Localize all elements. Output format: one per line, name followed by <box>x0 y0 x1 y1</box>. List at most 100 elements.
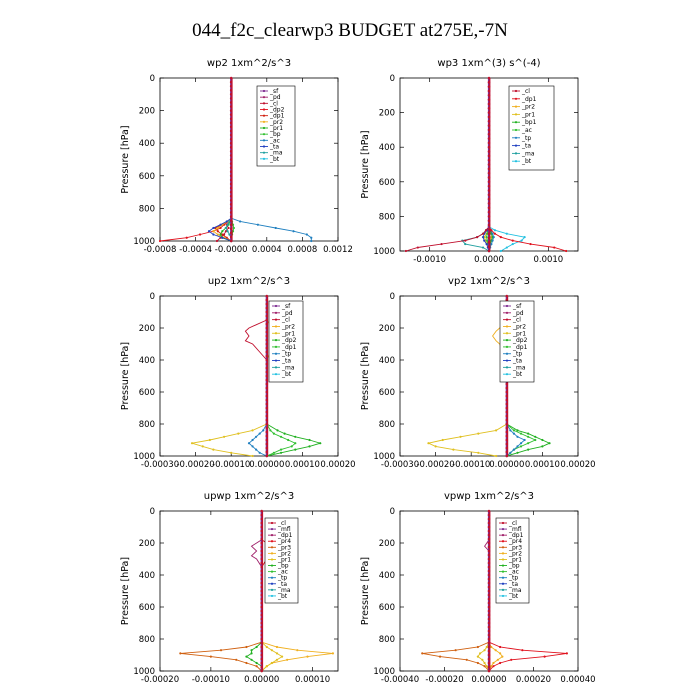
zero-profile-point <box>487 249 491 253</box>
subplot-title: wp3 1xm^(3) s^(-4) <box>437 58 540 69</box>
legend-marker <box>514 121 518 124</box>
legend-label: _tp <box>521 135 531 142</box>
zero-profile-point <box>487 202 491 205</box>
legend-marker <box>514 89 518 93</box>
zero-profile-point <box>260 553 264 557</box>
zero-profile-point <box>487 176 491 179</box>
zero-profile-point <box>487 210 491 214</box>
series-point <box>527 435 530 438</box>
zero-profile-point <box>487 577 491 581</box>
x-tick-label: -0.00030 <box>141 460 179 470</box>
zero-profile-point <box>505 434 509 438</box>
x-tick-label: 0.00000 <box>249 460 284 470</box>
zero-profile-point <box>260 637 264 641</box>
zero-profile-point <box>229 137 233 141</box>
zero-profile-point <box>487 141 491 145</box>
zero-profile-point <box>260 569 264 573</box>
legend-marker <box>274 311 278 314</box>
zero-profile-point <box>487 625 491 629</box>
zero-profile-point <box>487 589 491 593</box>
page-title: 044_f2c_clearwp3 BUDGET at275E,-7N <box>192 20 508 41</box>
y-axis-label: Pressure [hPa] <box>120 125 131 193</box>
y-tick-label: 0 <box>150 292 155 302</box>
series-point <box>256 223 259 226</box>
legend-marker <box>262 96 266 99</box>
zero-profile-point <box>260 549 264 553</box>
series-point <box>276 429 279 432</box>
series-line <box>212 78 232 242</box>
series-point <box>201 445 204 448</box>
zero-profile-point <box>260 633 264 637</box>
zero-profile-point <box>260 521 264 525</box>
zero-profile-point <box>229 227 233 231</box>
series-point <box>485 645 488 649</box>
series-point <box>251 429 254 432</box>
zero-profile-point <box>229 239 233 243</box>
zero-profile-point <box>229 207 233 210</box>
series-point <box>265 665 268 668</box>
series-line <box>208 78 232 242</box>
zero-profile-point <box>229 101 233 104</box>
zero-profile-point <box>229 219 233 222</box>
zero-profile-point <box>265 454 269 458</box>
x-tick-label: -0.00040 <box>381 675 419 685</box>
zero-profile-point <box>487 585 491 589</box>
series-point <box>296 649 299 652</box>
x-tick-label: -0.00010 <box>192 675 230 685</box>
series-point <box>484 229 488 232</box>
legend-label: _mfl <box>277 526 291 533</box>
series-point <box>308 438 311 442</box>
legend-marker <box>274 325 278 328</box>
zero-profile-point <box>487 549 491 553</box>
series-point <box>255 645 258 649</box>
legend-marker <box>514 128 518 132</box>
zero-profile-point <box>265 418 269 422</box>
x-tick-label: 0.00000 <box>489 460 524 470</box>
legend-label: _cl <box>521 88 530 95</box>
legend-marker <box>270 540 274 543</box>
zero-profile-point <box>487 661 491 665</box>
zero-profile-point <box>505 386 509 390</box>
series-point <box>212 230 215 233</box>
legend-label: _ma <box>512 364 526 371</box>
series-point <box>519 445 523 448</box>
zero-profile-point <box>260 509 264 513</box>
zero-profile-point <box>229 194 233 198</box>
series-point <box>198 233 202 236</box>
zero-profile-point <box>487 609 491 613</box>
series-line <box>159 78 232 242</box>
zero-profile-point <box>265 366 269 370</box>
zero-profile-point <box>265 402 269 406</box>
series-point <box>548 442 551 445</box>
legend-marker <box>514 113 518 116</box>
series-point <box>279 451 283 454</box>
legend-marker <box>501 527 505 531</box>
zero-profile-point <box>260 621 264 625</box>
zero-profile-point <box>487 509 491 513</box>
zero-profile-point <box>229 109 233 112</box>
series-point <box>491 239 494 242</box>
x-tick-label: 0.0000 <box>474 255 504 265</box>
series-point <box>306 655 309 658</box>
series-point <box>239 220 242 223</box>
zero-profile-point <box>260 629 264 633</box>
zero-profile-point <box>487 545 491 549</box>
zero-profile-point <box>265 346 269 350</box>
legend-label: _pr3 <box>508 544 522 551</box>
x-tick-label: 0.0008 <box>288 245 318 255</box>
legend-marker <box>274 318 278 321</box>
legend-marker <box>270 552 274 555</box>
zero-profile-point <box>505 446 509 450</box>
zero-profile-point <box>487 189 491 192</box>
zero-profile-point <box>260 545 264 549</box>
y-tick-label: 600 <box>379 603 395 613</box>
legend-label: _bt <box>521 158 532 165</box>
zero-profile-point <box>260 573 264 577</box>
y-tick-label: 0 <box>150 74 155 84</box>
zero-profile-point <box>229 76 233 80</box>
zero-profile-point <box>229 80 233 84</box>
zero-profile-point <box>487 94 491 97</box>
series-line <box>191 296 268 457</box>
legend-box <box>264 517 299 604</box>
zero-profile-point <box>260 653 264 657</box>
